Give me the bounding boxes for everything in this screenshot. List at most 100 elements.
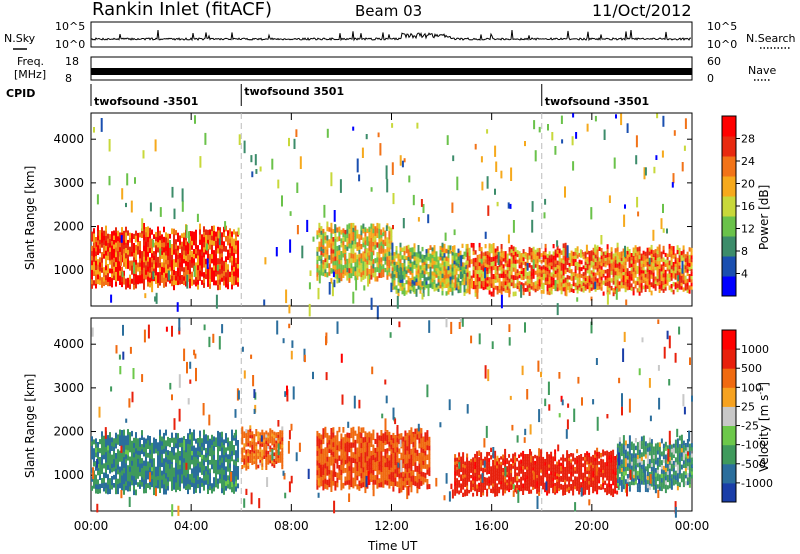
scatter-cell: [197, 479, 199, 484]
scatter-cell: [412, 194, 415, 206]
scatter-cell: [219, 268, 221, 275]
scatter-cell: [207, 276, 209, 283]
scatter-cell: [135, 442, 137, 449]
scatter-cell: [364, 227, 367, 232]
scatter-cell: [411, 279, 414, 284]
scatter-cell: [334, 233, 337, 239]
scatter-cell: [344, 263, 347, 269]
scatter-cell: [640, 272, 643, 277]
scatter-cell: [159, 455, 161, 462]
scatter-cell: [391, 285, 394, 290]
scatter-cell: [328, 439, 331, 445]
scatter-cell: [133, 442, 135, 448]
scatter-cell: [179, 253, 181, 258]
scatter-cell: [390, 467, 393, 473]
scatter-cell: [366, 437, 369, 443]
scatter-cell: [630, 263, 633, 268]
scatter-cell: [95, 264, 97, 270]
scatter-cell: [233, 238, 235, 244]
scatter-cell: [195, 253, 197, 259]
scatter-cell: [193, 231, 195, 237]
scatter-cell: [678, 275, 681, 280]
scatter-cell: [444, 232, 447, 241]
scatter-cell: [626, 250, 629, 255]
scatter-cell: [233, 229, 235, 235]
scatter-cell: [342, 244, 345, 250]
scatter-cell: [163, 236, 165, 243]
scatter-cell: [390, 462, 393, 468]
scatter-cell: [153, 463, 155, 470]
scatter-cell: [231, 231, 233, 237]
scatter-cell: [449, 264, 452, 269]
scatter-cell: [316, 464, 319, 471]
colorbar-tick-label: 8: [741, 245, 748, 258]
scatter-cell: [279, 459, 282, 463]
scatter-cell: [356, 484, 359, 490]
scatter-cell: [480, 156, 483, 163]
scatter-cell: [522, 287, 525, 292]
scatter-cell: [155, 438, 157, 445]
scatter-cell: [664, 259, 667, 264]
scatter-cell: [145, 269, 147, 275]
scatter-cell: [538, 278, 541, 283]
scatter-cell: [129, 481, 131, 487]
scatter-cell: [338, 249, 341, 255]
scatter-cell: [155, 476, 157, 482]
scatter-cell: [600, 279, 603, 284]
scatter-cell: [506, 276, 509, 280]
scatter-cell: [634, 284, 637, 289]
scatter-cell: [405, 273, 408, 278]
scatter-cell: [175, 477, 177, 483]
scatter-cell: [572, 278, 575, 283]
scatter-cell: [459, 288, 462, 293]
scatter-cell: [431, 247, 434, 252]
scatter-cell: [510, 278, 513, 283]
scatter-cell: [131, 278, 133, 284]
scatter-cell: [125, 283, 127, 290]
scatter-cell: [417, 280, 420, 286]
scatter-cell: [614, 285, 617, 291]
scatter-cell: [506, 289, 509, 293]
scatter-cell: [205, 438, 207, 444]
scatter-cell: [350, 452, 353, 458]
scatter-cell: [468, 255, 471, 260]
scatter-cell: [163, 443, 165, 449]
scatter-cell: [447, 281, 450, 287]
scatter-cell: [598, 246, 601, 251]
scatter-cell: [673, 130, 676, 136]
scatter-cell: [508, 281, 511, 287]
scatter-cell: [466, 288, 469, 293]
station-title: Rankin Inlet (fitACF): [92, 0, 272, 20]
scatter-cell: [207, 253, 209, 259]
scatter-cell: [650, 249, 653, 254]
scatter-cell: [346, 449, 349, 455]
scatter-cell: [141, 278, 143, 284]
scatter-cell: [494, 471, 497, 476]
scatter-cell: [135, 463, 137, 470]
scatter-cell: [360, 262, 363, 268]
scatter-cell: [113, 261, 115, 267]
scatter-cell: [167, 270, 170, 281]
scatter-cell: [374, 244, 377, 250]
scatter-cell: [259, 443, 262, 447]
scatter-cell: [408, 175, 411, 183]
scatter-cell: [606, 277, 609, 282]
scatter-cell: [133, 466, 135, 472]
scatter-cell: [378, 435, 381, 441]
scatter-cell: [213, 450, 215, 456]
scatter-cell: [398, 433, 401, 440]
scatter-cell: [155, 240, 157, 246]
scatter-cell: [682, 245, 685, 250]
scatter-cell: [484, 259, 487, 264]
scatter-cell: [540, 279, 543, 284]
scatter-cell: [358, 249, 361, 254]
scatter-cell: [426, 464, 429, 470]
scatter-cell: [664, 276, 667, 281]
scatter-cell: [396, 265, 399, 272]
scatter-cell: [429, 283, 432, 288]
scatter-cell: [382, 433, 385, 439]
scatter-cell: [416, 487, 419, 494]
scatter-cell: [542, 286, 545, 291]
scatter-cell: [451, 258, 454, 264]
